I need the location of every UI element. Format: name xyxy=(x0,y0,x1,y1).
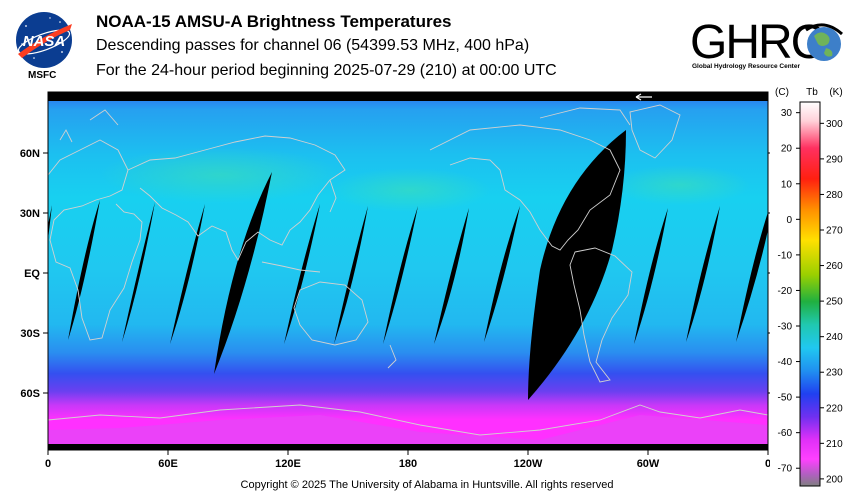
colorbar-label-celsius: -50 xyxy=(778,393,793,404)
coastlines xyxy=(47,104,769,436)
colorbar-label-kelvin: 250 xyxy=(826,297,843,308)
coastline-new-zealand xyxy=(387,344,397,369)
lon-label: 120W xyxy=(514,458,543,470)
warm-region xyxy=(610,165,750,205)
colorbar-label-celsius: 10 xyxy=(781,179,793,190)
coastline-africa-europe xyxy=(47,139,143,341)
colorbar-header-tb: Tb xyxy=(806,87,818,98)
longitude-labels: 0 60E 120E 180 120W 60W 0 xyxy=(45,458,770,470)
latitude-labels: 60N 30N EQ 30S 60S xyxy=(20,148,41,400)
lat-label: 30N xyxy=(20,208,40,220)
coastline-asia xyxy=(127,135,346,261)
latitude-ticks xyxy=(43,152,770,394)
colorbar-label-celsius: -10 xyxy=(778,250,793,261)
swath-gap xyxy=(170,204,205,344)
swath-gaps xyxy=(48,130,768,400)
coastline-australia xyxy=(293,281,369,346)
longitude-ticks xyxy=(47,450,769,455)
lat-label: 30S xyxy=(20,328,40,340)
polar-no-data-band xyxy=(48,92,768,101)
swath-gap xyxy=(68,200,100,340)
ghrc-logo-text: GHRC xyxy=(690,16,824,69)
temperature-field xyxy=(48,92,768,444)
colorbar-label-celsius: 30 xyxy=(781,108,793,119)
colorbar-label-celsius: -20 xyxy=(778,286,793,297)
swath-gap xyxy=(334,206,368,344)
colorbar-label-celsius: -70 xyxy=(778,464,793,475)
colorbar-label-kelvin: 290 xyxy=(826,154,843,165)
ghrc-logo: GHRC xyxy=(690,16,843,69)
colorbar-label-kelvin: 270 xyxy=(826,226,843,237)
coastline-north-america xyxy=(429,124,621,251)
colorbar-label-kelvin: 200 xyxy=(826,474,843,485)
arrow-marker-icon xyxy=(635,93,652,101)
colorbar-label-kelvin: 280 xyxy=(826,190,843,201)
colorbar-label-kelvin: 230 xyxy=(826,368,843,379)
colorbar-label-celsius: 20 xyxy=(781,144,793,155)
copyright-text: Copyright © 2025 The University of Alaba… xyxy=(240,479,614,491)
brightness-temperature-map: 0 60E 120E 180 120W 60W 0 60N 30N EQ 30S… xyxy=(20,91,770,470)
nasa-logo: NASA xyxy=(16,12,72,68)
nasa-logo-text: NASA xyxy=(23,33,66,50)
lat-label: 60N xyxy=(20,148,40,160)
swath-gap xyxy=(48,205,52,240)
warm-region xyxy=(100,147,340,203)
colorbar-label-celsius: -60 xyxy=(778,428,793,439)
swath-gap xyxy=(383,206,418,344)
map-subtitle-channel: Descending passes for channel 06 (54399.… xyxy=(96,37,530,54)
colorbar-label-kelvin: 240 xyxy=(826,332,843,343)
coastline-indonesia xyxy=(261,261,321,273)
lat-label: 60S xyxy=(20,388,40,400)
map-subtitle-period: For the 24-hour period beginning 2025-07… xyxy=(96,62,557,79)
colorbar-header-kelvin: (K) xyxy=(829,87,842,98)
colorbar-header-celsius: (C) xyxy=(775,87,789,98)
colorbar-labels: 30 20 10 0 -10 -20 -30 -40 -50 -60 -70 300 290 280 270… xyxy=(778,108,844,485)
lon-label: 0 xyxy=(45,458,51,470)
coastline-greenland xyxy=(629,104,681,159)
colorbar: (C) Tb (K) 3020100-10-20-30-40-50-60-703… xyxy=(775,87,844,487)
antarctic-region xyxy=(48,415,768,444)
colorbar-gradient xyxy=(799,101,821,487)
lon-label: 180 xyxy=(399,458,417,470)
coastline-arctic-canada xyxy=(539,107,631,126)
map-background xyxy=(48,92,768,444)
colorbar-label-celsius: -40 xyxy=(778,357,793,368)
swath-gap xyxy=(214,172,272,374)
swath-gap xyxy=(634,208,668,344)
coastline-northern-europe xyxy=(59,109,119,143)
lat-label: EQ xyxy=(24,268,40,280)
colorbar-label-celsius: -30 xyxy=(778,322,793,333)
map-title: NOAA-15 AMSU-A Brightness Temperatures xyxy=(96,12,452,31)
msfc-label: MSFC xyxy=(28,70,57,81)
colorbar-label-celsius: 0 xyxy=(786,215,792,226)
coastline-antarctica xyxy=(47,404,769,436)
swath-gap xyxy=(686,206,720,342)
swath-gap xyxy=(434,208,469,344)
coastline-south-america xyxy=(569,247,633,383)
lon-label: 60W xyxy=(637,458,660,470)
warm-region xyxy=(330,168,490,212)
colorbar-label-kelvin: 220 xyxy=(826,403,843,414)
lon-label: 120E xyxy=(275,458,301,470)
swath-gap xyxy=(484,206,520,342)
colorbar-label-kelvin: 300 xyxy=(826,119,843,130)
colorbar-label-kelvin: 210 xyxy=(826,439,843,450)
swath-gap-large xyxy=(528,130,626,400)
colorbar-label-kelvin: 260 xyxy=(826,261,843,272)
bottom-no-data-band xyxy=(48,444,768,450)
swath-gap xyxy=(122,202,155,342)
coastline-japan xyxy=(329,179,337,213)
ghrc-subtitle: Global Hydrology Resource Center xyxy=(692,63,800,70)
swath-gap xyxy=(736,212,768,342)
lon-label: 60E xyxy=(158,458,178,470)
lon-label: 0 xyxy=(765,458,770,470)
swath-gap xyxy=(284,204,320,344)
